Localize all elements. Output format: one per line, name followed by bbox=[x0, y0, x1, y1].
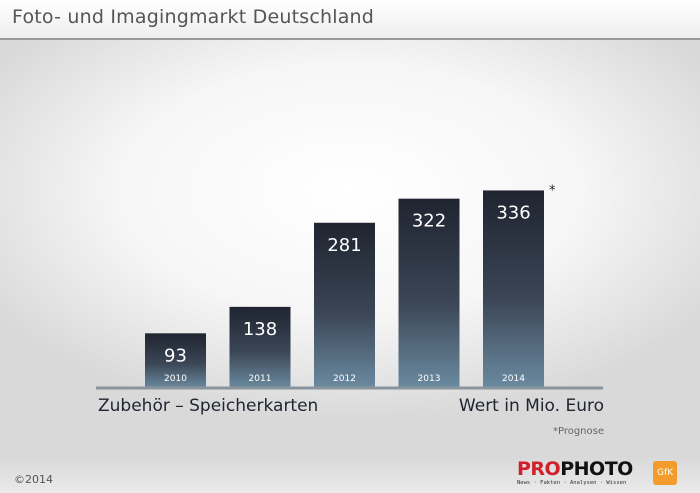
bar-2013 bbox=[398, 198, 460, 388]
page-title: Foto- und Imagingmarkt Deutschland bbox=[12, 6, 375, 28]
forecast-marker: * bbox=[549, 183, 556, 198]
copyright-text: ©2014 bbox=[14, 473, 53, 486]
category-tick-label: 2010 bbox=[164, 374, 187, 384]
category-tick-label: 2011 bbox=[249, 374, 272, 384]
bar-value-label: 322 bbox=[412, 211, 446, 232]
bar-2014 bbox=[483, 190, 544, 388]
logo-pro-text: PRO bbox=[517, 458, 561, 480]
logo-tagline: News · Fakten · Analysen · Wissen bbox=[517, 480, 627, 486]
bar-value-label: 281 bbox=[327, 235, 361, 256]
category-tick-label: 2012 bbox=[333, 374, 356, 384]
x-axis-label: Zubehör – Speicherkarten bbox=[98, 396, 319, 416]
forecast-footnote: *Prognose bbox=[552, 426, 604, 437]
value-unit-label: Wert in Mio. Euro bbox=[458, 396, 604, 416]
gfk-logo: GfK bbox=[653, 461, 677, 485]
bar-value-label: 93 bbox=[164, 345, 187, 366]
bar-2012 bbox=[314, 222, 375, 388]
logo-photo-text: PHOTO bbox=[560, 458, 633, 480]
prophoto-logo: PROPHOTO News · Fakten · Analysen · Wiss… bbox=[517, 459, 635, 489]
bar-2010 bbox=[145, 333, 206, 388]
category-tick-label: 2013 bbox=[418, 374, 441, 384]
bar-value-label: 138 bbox=[243, 319, 277, 340]
bar-2011 bbox=[229, 306, 291, 388]
footer-bar: ©2014 PROPHOTO News · Fakten · Analysen … bbox=[0, 453, 700, 493]
bar-value-label: 336 bbox=[496, 202, 530, 223]
header-bar: Foto- und Imagingmarkt Deutschland bbox=[0, 0, 700, 40]
category-tick-label: 2014 bbox=[502, 374, 525, 384]
prophoto-logo-wordmark: PROPHOTO bbox=[517, 459, 635, 479]
